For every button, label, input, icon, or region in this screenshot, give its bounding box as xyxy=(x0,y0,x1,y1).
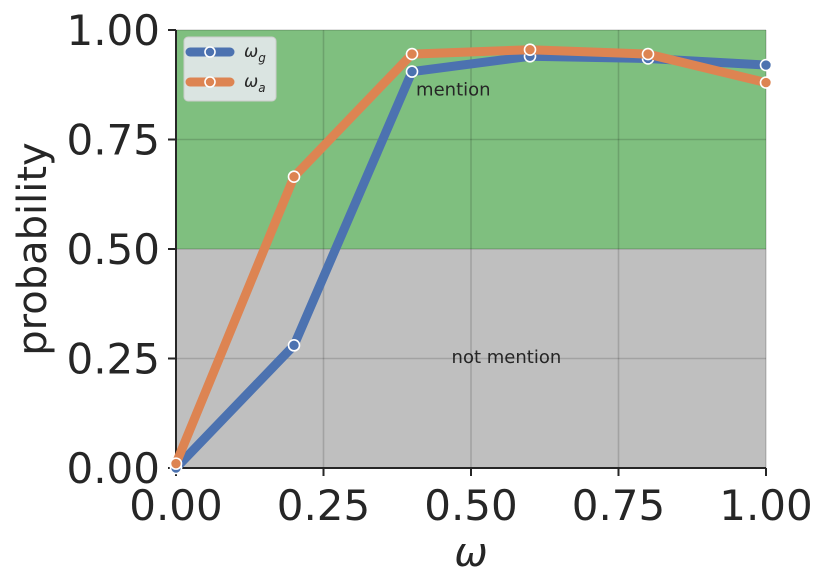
data-point xyxy=(759,76,773,89)
tick-labels: 0.00 0.25 0.50 0.75 1.00 0.00 0.25 0.50 0.75 1.00 xyxy=(66,6,812,530)
data-point xyxy=(405,47,419,61)
data-point xyxy=(169,457,183,470)
y-tick-label: 0.00 xyxy=(66,444,160,493)
series-lines xyxy=(169,43,773,475)
legend-marker xyxy=(204,46,216,58)
y-tick-label: 0.25 xyxy=(66,335,160,384)
region-label-not-mention: not mention xyxy=(452,347,562,368)
y-tick-label: 0.50 xyxy=(66,225,160,274)
series-ω-a xyxy=(169,43,773,470)
data-point xyxy=(287,339,301,352)
x-tick-label: 0.00 xyxy=(129,481,223,530)
x-tick-label: 0.75 xyxy=(572,481,666,530)
x-tick-label: 0.25 xyxy=(277,481,371,530)
data-point xyxy=(759,58,773,72)
data-point xyxy=(287,170,301,184)
x-axis-label: ω xyxy=(454,530,488,576)
y-axis-label: probability xyxy=(10,142,56,355)
data-point xyxy=(641,47,655,61)
series-line xyxy=(171,45,771,469)
region-label-mention: mention xyxy=(416,79,491,100)
data-point xyxy=(405,65,419,78)
y-tick-label: 1.00 xyxy=(66,6,160,55)
y-tick-label: 0.75 xyxy=(66,116,160,165)
data-point xyxy=(523,43,537,57)
x-tick-label: 0.50 xyxy=(424,481,518,530)
region-not-mention xyxy=(176,249,766,468)
x-tick-label: 1.00 xyxy=(719,481,813,530)
legend-marker xyxy=(204,76,216,88)
